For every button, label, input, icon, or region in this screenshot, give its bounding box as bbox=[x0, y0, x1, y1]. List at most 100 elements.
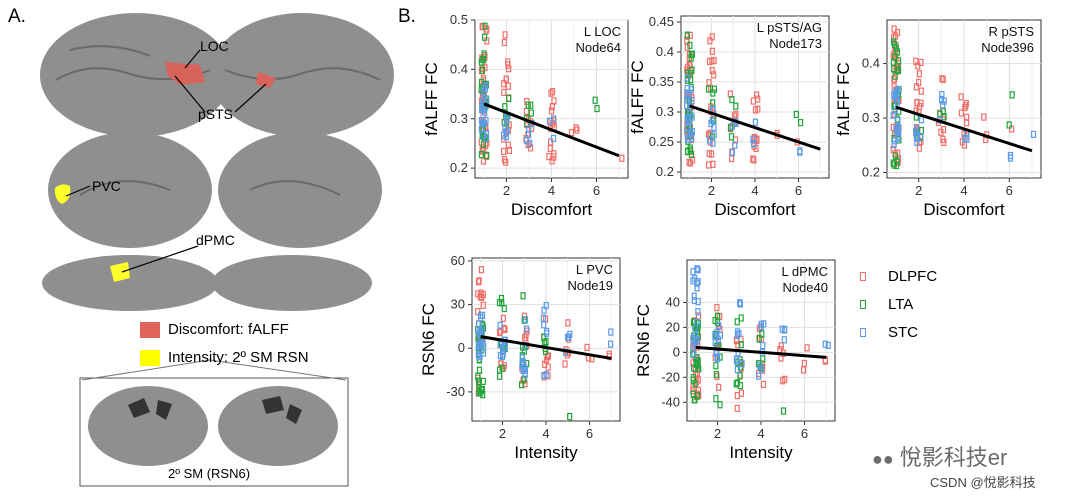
data-point-lta bbox=[690, 350, 696, 358]
data-point-stc bbox=[822, 340, 828, 348]
watermark-brand-text: 悅影科技er bbox=[899, 445, 1008, 470]
data-point-stc bbox=[737, 299, 743, 307]
pvc-annotation: PVC bbox=[92, 178, 121, 194]
data-point-stc bbox=[689, 97, 695, 105]
data-point-stc bbox=[892, 91, 899, 100]
legend-marker-stc bbox=[860, 327, 866, 337]
data-point-stc bbox=[684, 74, 690, 82]
data-point-stc bbox=[690, 343, 696, 351]
data-point-dlpfc bbox=[963, 102, 969, 110]
data-point-lta bbox=[687, 146, 693, 154]
data-point-lta bbox=[479, 386, 485, 394]
data-point-dlpfc bbox=[503, 75, 509, 83]
data-point-stc bbox=[714, 354, 721, 363]
data-point-stc bbox=[482, 108, 488, 116]
trend-line bbox=[480, 335, 612, 360]
data-point-dlpfc bbox=[551, 150, 557, 158]
data-point-stc bbox=[608, 340, 614, 348]
data-point-stc bbox=[734, 366, 740, 374]
data-point-dlpfc bbox=[478, 266, 485, 274]
data-point-dlpfc bbox=[891, 33, 897, 41]
data-point-stc bbox=[685, 135, 691, 144]
data-point-lta bbox=[695, 392, 701, 400]
data-point-dlpfc bbox=[562, 360, 568, 368]
data-point-dlpfc bbox=[619, 154, 625, 162]
x-tick-label: 6 bbox=[593, 183, 600, 198]
data-point-stc bbox=[913, 133, 920, 142]
node-subtitle: Node40 bbox=[782, 280, 828, 295]
x-tick-label: 4 bbox=[757, 426, 764, 441]
data-point-dlpfc bbox=[505, 141, 511, 149]
data-point-lta bbox=[780, 407, 787, 415]
data-point-stc bbox=[892, 106, 898, 114]
trend-line bbox=[483, 102, 620, 158]
psts-annotation: pSTS bbox=[198, 106, 234, 122]
data-point-stc bbox=[895, 132, 902, 141]
x-axis-label: Discomfort bbox=[511, 200, 593, 219]
data-point-lta bbox=[891, 38, 897, 46]
data-point-stc bbox=[695, 266, 701, 274]
x-axis-label: Discomfort bbox=[923, 200, 1005, 219]
data-point-stc bbox=[825, 341, 831, 349]
data-point-dlpfc bbox=[918, 87, 924, 95]
data-point-lta bbox=[755, 360, 762, 368]
data-point-dlpfc bbox=[500, 314, 506, 323]
data-point-stc bbox=[737, 300, 744, 308]
y-tick-label: 0.2 bbox=[862, 165, 880, 180]
data-point-dlpfc bbox=[479, 144, 485, 152]
data-point-dlpfc bbox=[734, 391, 740, 400]
rsn6-left-hemisphere bbox=[88, 386, 208, 466]
data-point-dlpfc bbox=[528, 124, 535, 132]
data-point-lta bbox=[890, 58, 897, 66]
data-point-dlpfc bbox=[573, 124, 579, 132]
data-point-dlpfc bbox=[690, 387, 696, 395]
data-point-dlpfc bbox=[694, 369, 701, 377]
data-point-dlpfc bbox=[760, 380, 767, 389]
data-point-stc bbox=[541, 306, 547, 314]
data-point-dlpfc bbox=[963, 119, 970, 127]
data-point-stc bbox=[760, 341, 766, 350]
data-point-lta bbox=[592, 96, 598, 104]
data-point-lta bbox=[737, 371, 743, 380]
data-point-dlpfc bbox=[958, 109, 965, 117]
data-point-lta bbox=[684, 31, 690, 39]
data-point-dlpfc bbox=[477, 293, 483, 301]
data-point-lta bbox=[496, 298, 503, 307]
data-point-stc bbox=[964, 135, 970, 143]
data-point-dlpfc bbox=[475, 278, 482, 286]
data-point-dlpfc bbox=[801, 359, 808, 368]
data-point-lta bbox=[894, 66, 901, 74]
data-point-stc bbox=[500, 131, 507, 139]
data-point-stc bbox=[729, 149, 735, 157]
data-point-dlpfc bbox=[916, 78, 922, 87]
right-lateral-hemisphere bbox=[210, 13, 394, 137]
data-point-dlpfc bbox=[962, 103, 968, 112]
legend-label-intensity: Intensity: 2º SM RSN bbox=[168, 349, 309, 366]
data-point-lta bbox=[1006, 121, 1012, 129]
x-tick-label: 2 bbox=[714, 426, 721, 441]
data-point-lta bbox=[733, 102, 739, 110]
y-tick-label: 0.4 bbox=[656, 44, 674, 59]
x-tick-label: 4 bbox=[542, 426, 549, 441]
data-point-lta bbox=[481, 55, 487, 63]
legend-swatch-intensity bbox=[140, 350, 160, 366]
x-tick-label: 2 bbox=[503, 183, 510, 198]
data-point-stc bbox=[711, 131, 717, 139]
data-point-dlpfc bbox=[940, 125, 947, 134]
data-point-dlpfc bbox=[527, 144, 534, 152]
legend-label-discomfort: Discomfort: fALFF bbox=[168, 321, 289, 338]
data-point-dlpfc bbox=[574, 126, 580, 134]
y-tick-label: -20 bbox=[661, 369, 680, 384]
data-point-lta bbox=[711, 85, 717, 93]
data-point-dlpfc bbox=[548, 107, 555, 115]
data-point-stc bbox=[497, 352, 503, 360]
data-point-stc bbox=[694, 284, 700, 292]
data-point-stc bbox=[519, 354, 525, 362]
data-point-dlpfc bbox=[501, 38, 507, 47]
dpmc-patch bbox=[110, 262, 130, 282]
data-point-stc bbox=[684, 101, 690, 110]
data-point-dlpfc bbox=[778, 342, 784, 350]
watermark-credit: CSDN @悅影科技 bbox=[930, 475, 1036, 490]
data-point-dlpfc bbox=[496, 328, 503, 337]
data-point-lta bbox=[594, 104, 600, 113]
